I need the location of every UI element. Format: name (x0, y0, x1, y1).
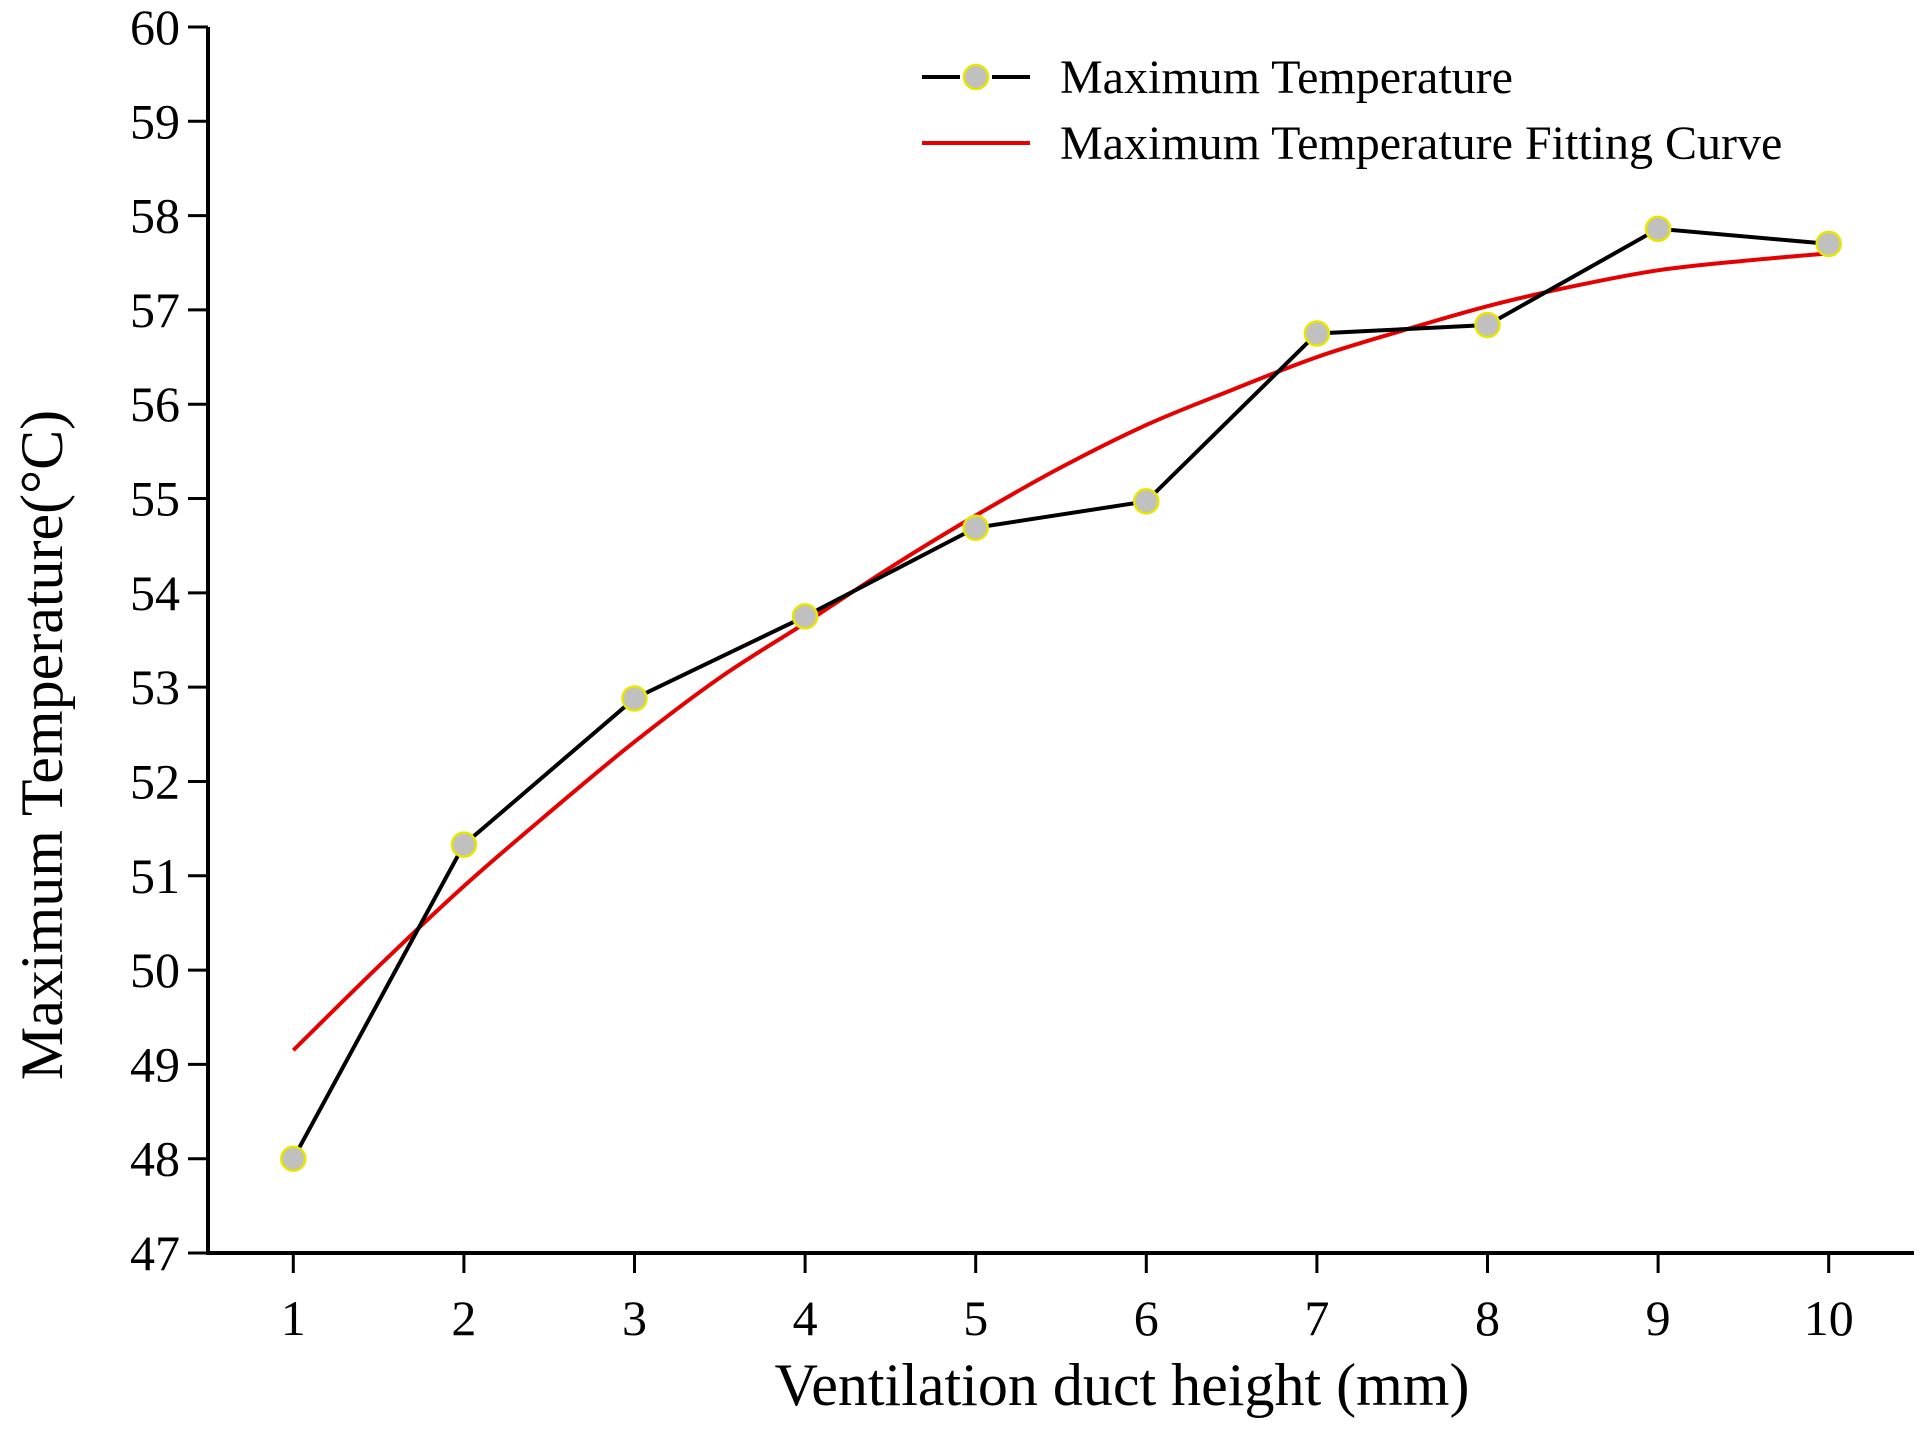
max-temperature-point (621, 685, 648, 712)
max-temperature-point (1815, 230, 1842, 258)
series-layer (280, 215, 1842, 1172)
x-tick-label: 3 (622, 1290, 647, 1346)
y-tick-label: 49 (130, 1036, 180, 1092)
x-tick-label: 8 (1475, 1290, 1500, 1346)
y-tick-label: 57 (130, 282, 180, 338)
max-temperature-point (1133, 488, 1160, 515)
max-temperature-point (1303, 320, 1331, 347)
y-tick-label: 47 (130, 1225, 180, 1281)
max-temperature-point (280, 1145, 307, 1172)
y-axis: 47 48 49 50 51 52 53 54 55 56 57 58 59 60 (130, 0, 208, 1281)
fitting-curve-line (291, 251, 1829, 1052)
y-tick-label: 55 (130, 471, 180, 527)
y-tick-label: 50 (130, 942, 180, 998)
y-tick-label: 54 (130, 565, 180, 621)
legend-marker-max-temperature (962, 63, 990, 91)
y-tick-label: 60 (130, 0, 180, 55)
plot-area (206, 27, 1914, 1255)
max-temperature-point (1474, 311, 1501, 339)
legend-label-fitting-curve: Maximum Temperature Fitting Curve (1060, 117, 1782, 170)
y-axis-title: Maximum Temperature(°C) (9, 410, 75, 1080)
max-temperature-point (791, 603, 819, 630)
x-tick-label: 4 (793, 1290, 818, 1346)
x-tick-label: 1 (281, 1290, 306, 1346)
y-tick-label: 52 (130, 753, 180, 809)
x-tick-label: 6 (1134, 1290, 1159, 1346)
x-tick-label: 9 (1646, 1290, 1671, 1346)
legend: Maximum Temperature Maximum Temperature F… (922, 51, 1782, 170)
max-temperature-point (962, 514, 989, 542)
y-tick-label: 56 (130, 376, 180, 432)
y-tick-label: 48 (130, 1131, 180, 1187)
y-tick-label: 58 (130, 188, 180, 244)
x-axis: 1 2 3 4 5 6 7 8 9 10 (281, 1253, 1854, 1346)
x-tick-label: 10 (1804, 1290, 1854, 1346)
y-tick-label: 59 (130, 93, 180, 149)
legend-label-max-temperature: Maximum Temperature (1060, 51, 1513, 104)
x-axis-title: Ventilation duct height (mm) (775, 1352, 1470, 1418)
y-tick-label: 53 (130, 659, 180, 715)
y-tick-label: 51 (130, 848, 180, 904)
max-temperature-point (450, 831, 478, 858)
max-temperature-point (1644, 215, 1672, 243)
x-tick-label: 7 (1304, 1290, 1329, 1346)
max-temperature-line (291, 226, 1829, 1160)
x-tick-label: 2 (451, 1290, 476, 1346)
x-tick-label: 5 (963, 1290, 988, 1346)
